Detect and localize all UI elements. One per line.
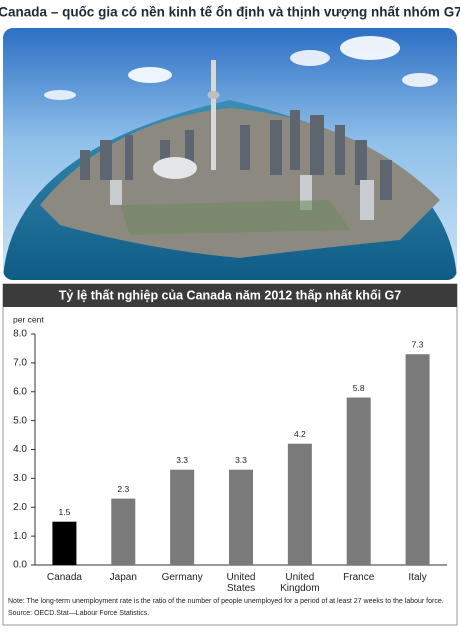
x-tick-label: Italy <box>408 572 426 583</box>
bar <box>170 469 195 565</box>
value-label: 4.2 <box>294 429 306 439</box>
chart-note: Note: The long-term unemployment rate is… <box>8 598 444 605</box>
x-tick-label: Japan <box>110 572 137 583</box>
value-label: 5.8 <box>353 383 365 393</box>
bar <box>111 498 136 565</box>
y-tick-label: 3.0 <box>13 473 27 484</box>
value-label: 7.3 <box>412 339 424 349</box>
x-tick-label: United Kingdom <box>280 572 319 594</box>
page-title: Canada – quốc gia có nền kinh tế ổn định… <box>0 5 460 20</box>
value-label: 3.3 <box>176 455 188 465</box>
chart-source: Source: OECD.Stat—Labour Force Statistic… <box>8 610 149 617</box>
y-tick-label: 8.0 <box>13 329 27 340</box>
y-tick-label: 1.0 <box>13 531 27 542</box>
x-tick-label: Germany <box>162 572 203 583</box>
y-axis-label: per cent <box>13 314 44 324</box>
bar <box>52 521 77 565</box>
bar <box>287 443 312 565</box>
y-tick-label: 5.0 <box>13 415 27 426</box>
chart-title: Tỷ lệ thất nghiệp của Canada năm 2012 th… <box>59 288 401 302</box>
city-photo <box>3 28 457 280</box>
y-tick-label: 7.0 <box>13 358 27 369</box>
value-label: 1.5 <box>59 507 71 517</box>
x-tick-label: United States <box>227 572 256 594</box>
y-tick-label: 4.0 <box>13 444 27 455</box>
chart-header <box>3 284 457 307</box>
value-label: 2.3 <box>117 484 129 494</box>
y-tick-label: 6.0 <box>13 386 27 397</box>
y-tick-label: 2.0 <box>13 502 27 513</box>
x-tick-label: France <box>343 572 375 583</box>
x-tick-label: Canada <box>47 572 82 583</box>
value-label: 3.3 <box>235 455 247 465</box>
bar <box>229 469 253 565</box>
y-tick-label: 0.0 <box>13 560 27 571</box>
bar <box>405 354 430 565</box>
bar <box>346 397 371 565</box>
